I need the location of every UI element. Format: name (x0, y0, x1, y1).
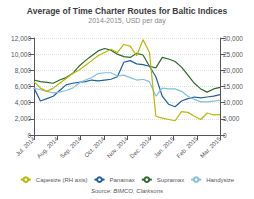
svg-text:6,000: 6,000 (15, 83, 32, 90)
svg-text:Feb. 2015: Feb. 2015 (176, 135, 200, 159)
svg-text:5,000: 5,000 (223, 115, 240, 122)
svg-text:Dec. 2014: Dec. 2014 (129, 135, 153, 159)
svg-text:10,000: 10,000 (223, 99, 243, 106)
svg-text:Jul. 2014: Jul. 2014 (15, 135, 37, 157)
svg-text:Handysize: Handysize (206, 177, 235, 183)
svg-text:4,000: 4,000 (15, 99, 32, 106)
svg-text:2,000: 2,000 (15, 115, 32, 122)
svg-text:15,000: 15,000 (223, 83, 243, 90)
svg-text:2014-2015, USD per day: 2014-2015, USD per day (88, 17, 166, 25)
svg-text:0: 0 (223, 132, 227, 139)
svg-text:Source: BIMCO, Clarksons: Source: BIMCO, Clarksons (91, 188, 163, 194)
svg-text:Panamax: Panamax (109, 177, 134, 183)
svg-text:10,000: 10,000 (11, 51, 31, 58)
svg-text:20,000: 20,000 (223, 67, 243, 74)
svg-text:Capesize (RH axis): Capesize (RH axis) (36, 177, 88, 183)
svg-text:Supramax: Supramax (157, 177, 184, 183)
svg-text:Sep. 2014: Sep. 2014 (59, 135, 83, 159)
svg-text:Aug. 2014: Aug. 2014 (36, 135, 60, 159)
svg-text:Mar. 2015: Mar. 2015 (199, 135, 223, 159)
svg-text:30,000: 30,000 (223, 35, 243, 42)
svg-text:25,000: 25,000 (223, 51, 243, 58)
svg-text:Jan. 2015: Jan. 2015 (153, 135, 176, 158)
svg-text:Average of Time Charter Routes: Average of Time Charter Routes for Balti… (27, 6, 228, 16)
svg-text:Nov. 2014: Nov. 2014 (106, 135, 130, 159)
svg-text:8,000: 8,000 (15, 67, 32, 74)
svg-text:Oct. 2014: Oct. 2014 (83, 135, 106, 158)
svg-text:12,000: 12,000 (11, 35, 31, 42)
